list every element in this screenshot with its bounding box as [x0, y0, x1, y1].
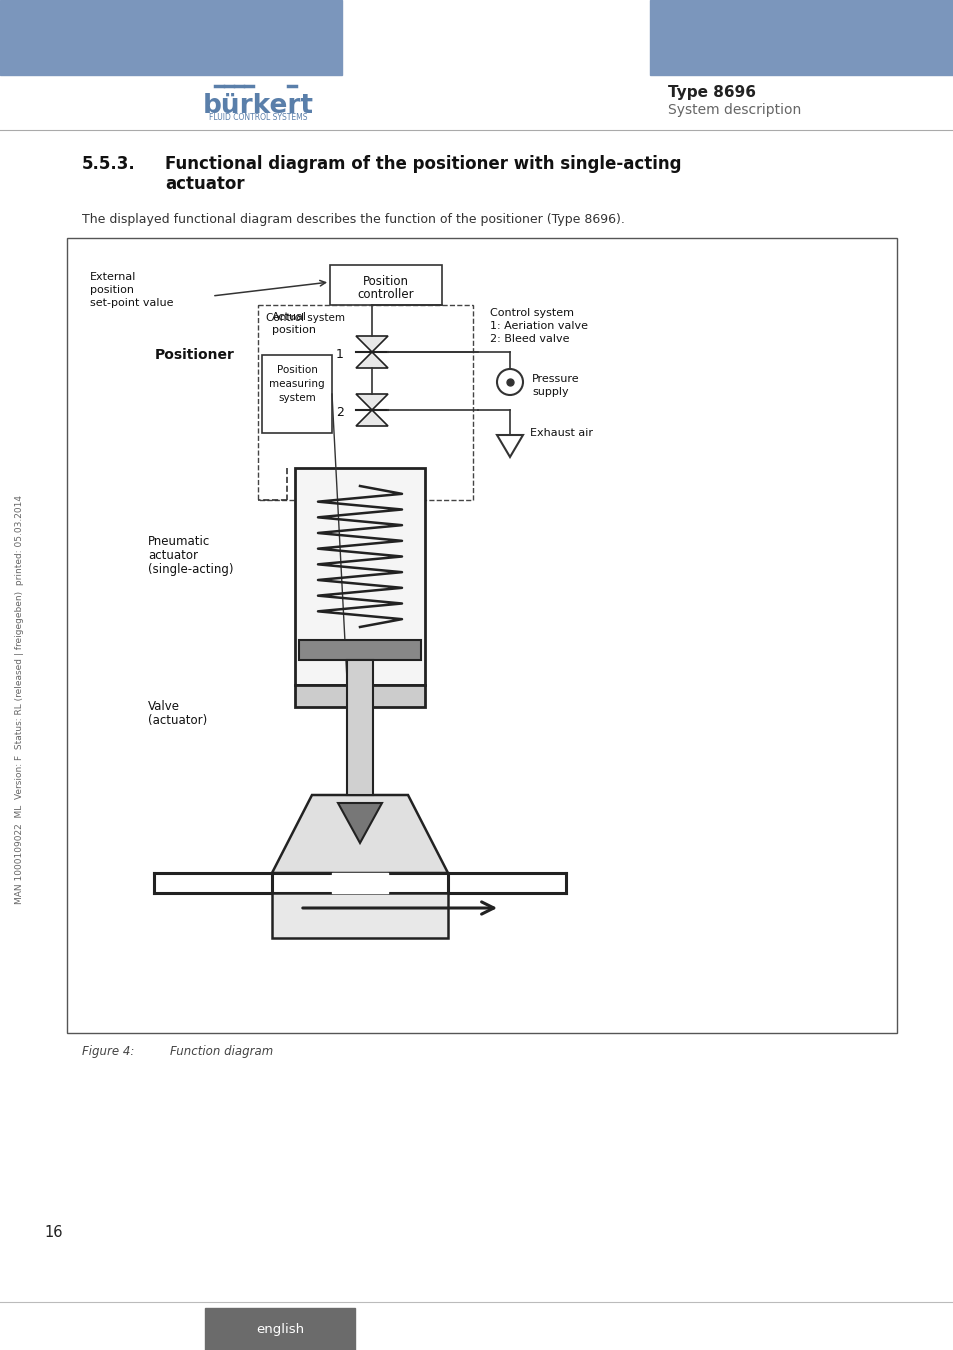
Text: The displayed functional diagram describes the function of the positioner (Type : The displayed functional diagram describ…	[82, 213, 624, 225]
Bar	[330, 265, 441, 305]
Text: Function diagram: Function diagram	[170, 1045, 273, 1058]
Text: (actuator): (actuator)	[148, 714, 207, 728]
Bar	[0, 0, 341, 76]
Text: Control system: Control system	[266, 313, 345, 323]
Bar	[257, 305, 473, 500]
Text: 5.5.3.: 5.5.3.	[82, 155, 135, 173]
Bar	[262, 355, 332, 433]
Polygon shape	[355, 410, 388, 427]
Text: supply: supply	[532, 387, 568, 397]
Text: System description: System description	[667, 103, 801, 117]
Text: 2: Bleed valve: 2: Bleed valve	[490, 333, 569, 344]
Text: MAN 1000109022  ML  Version: F  Status: RL (released | freigegeben)  printed: 05: MAN 1000109022 ML Version: F Status: RL …	[15, 495, 25, 904]
Text: position: position	[272, 325, 315, 335]
Text: Position: Position	[276, 364, 317, 375]
Text: Control system: Control system	[490, 308, 574, 319]
Text: set-point value: set-point value	[90, 298, 173, 308]
Bar	[272, 892, 448, 938]
Text: Pneumatic: Pneumatic	[148, 535, 210, 548]
Text: position: position	[90, 285, 133, 296]
Text: 1: Aeriation valve: 1: Aeriation valve	[490, 321, 587, 331]
Text: bürkert: bürkert	[202, 93, 314, 119]
Polygon shape	[355, 394, 388, 410]
Text: FLUID CONTROL SYSTEMS: FLUID CONTROL SYSTEMS	[209, 113, 307, 122]
Text: Valve: Valve	[148, 701, 180, 713]
Text: Type 8696: Type 8696	[667, 85, 755, 100]
Polygon shape	[337, 803, 381, 842]
Bar	[294, 468, 424, 684]
Bar	[205, 1308, 355, 1350]
Text: system: system	[278, 393, 315, 404]
Text: External: External	[90, 271, 136, 282]
Text: (single-acting): (single-acting)	[148, 563, 233, 576]
Text: Position: Position	[363, 275, 409, 288]
Polygon shape	[272, 795, 448, 873]
Text: actuator: actuator	[165, 176, 244, 193]
Text: Exhaust air: Exhaust air	[530, 428, 593, 437]
Text: measuring: measuring	[269, 379, 324, 389]
Text: Figure 4:: Figure 4:	[82, 1045, 134, 1058]
Text: 16: 16	[44, 1224, 63, 1241]
Text: Actual: Actual	[272, 312, 307, 323]
Text: Pressure: Pressure	[532, 374, 579, 383]
Polygon shape	[355, 352, 388, 369]
Bar	[298, 640, 420, 660]
Text: Functional diagram of the positioner with single-acting: Functional diagram of the positioner wit…	[165, 155, 680, 173]
Text: controller: controller	[357, 288, 414, 301]
Text: actuator: actuator	[148, 549, 198, 562]
Bar	[67, 238, 896, 1033]
Bar	[347, 660, 373, 795]
Text: 1: 1	[335, 347, 344, 360]
Text: Positioner: Positioner	[154, 348, 234, 362]
Polygon shape	[355, 336, 388, 352]
Text: 2: 2	[335, 405, 344, 418]
Text: english: english	[255, 1323, 304, 1335]
Bar	[294, 684, 424, 707]
Bar	[649, 0, 953, 76]
